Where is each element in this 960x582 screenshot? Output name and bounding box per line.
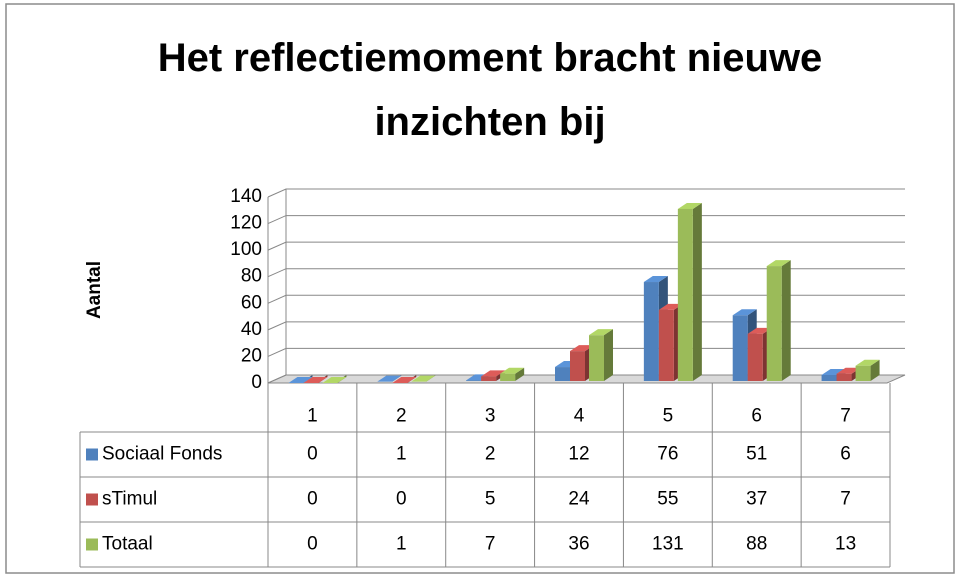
table-cell: 37: [746, 489, 767, 510]
table-cell: 76: [657, 444, 678, 465]
legend-label: sTimul: [102, 489, 157, 510]
table-cell: 12: [568, 444, 589, 465]
bar-top: [288, 377, 313, 383]
bar-top: [821, 369, 846, 376]
bar-top: [677, 202, 702, 209]
bar-front: [747, 333, 763, 381]
y-tick-label: 20: [241, 345, 262, 366]
bar-front: [821, 375, 837, 381]
y-tick-label: 140: [230, 186, 262, 207]
table-cell: 7: [840, 489, 851, 510]
bar-top: [481, 370, 506, 377]
y-tick-label: 120: [230, 213, 262, 234]
bar-top: [570, 345, 594, 352]
bar: [677, 202, 702, 381]
y-tick-label: 40: [241, 319, 262, 340]
bar-top: [589, 329, 613, 336]
bar-top: [658, 303, 683, 310]
bar-front: [677, 208, 693, 381]
grid-line: [267, 188, 905, 198]
table-cell: 0: [307, 444, 318, 465]
bar: [377, 375, 402, 382]
bar-top: [732, 309, 757, 316]
table-cell: 24: [568, 489, 590, 510]
legend-label: Totaal: [102, 534, 153, 555]
bar: [288, 375, 313, 383]
x-tick-label: 4: [574, 406, 585, 427]
bar-front: [589, 335, 604, 381]
bar: [411, 375, 436, 382]
x-tick-label: 5: [663, 406, 674, 427]
bar-top: [377, 375, 402, 382]
bar: [322, 375, 347, 383]
bar-front: [732, 315, 748, 381]
legend-swatch: [86, 538, 98, 551]
bar-top: [322, 377, 347, 383]
table-cell: 51: [746, 444, 767, 465]
bar-top: [643, 276, 668, 283]
bar-side: [515, 367, 525, 381]
legend-swatch: [86, 448, 98, 461]
table-cell: 131: [652, 534, 684, 555]
bar-top: [766, 260, 791, 267]
bar-top: [855, 359, 880, 366]
y-tick-label: 0: [251, 372, 262, 393]
x-tick-label: 2: [396, 406, 407, 427]
bar: [500, 367, 525, 381]
y-tick-label: 100: [230, 239, 262, 260]
bar: [303, 375, 328, 383]
table-cell: 0: [307, 489, 318, 510]
x-tick-label: 7: [840, 406, 851, 427]
bar-front: [555, 367, 570, 381]
table-cell: 36: [568, 534, 589, 555]
table-cell: 5: [485, 489, 496, 510]
bar-top: [411, 375, 436, 382]
table-cell: 7: [485, 534, 496, 555]
table-cell: 0: [307, 534, 318, 555]
table-cell: 6: [840, 444, 851, 465]
chart-border: [5, 3, 955, 574]
y-tick-label: 60: [241, 292, 262, 313]
bar: [392, 375, 417, 383]
bar-front: [766, 266, 782, 381]
bar-front: [643, 282, 659, 381]
table-cell: 1: [396, 534, 407, 555]
bar: [766, 260, 791, 381]
x-tick-label: 1: [307, 406, 318, 427]
table-cell: 2: [485, 444, 496, 465]
bar-front: [855, 365, 871, 381]
bar-top: [747, 327, 772, 334]
bar: [855, 359, 880, 381]
table-cell: 1: [396, 444, 407, 465]
legend-label: Sociaal Fonds: [102, 444, 222, 465]
table-cell: 88: [746, 534, 767, 555]
bar-front: [658, 309, 674, 381]
bar-front: [466, 380, 482, 381]
table-cell: 55: [657, 489, 678, 510]
bar-side: [604, 329, 613, 381]
x-tick-label: 3: [485, 406, 496, 427]
bar-top: [500, 367, 525, 374]
bar-front: [500, 373, 516, 381]
chart-title: Het reflectiemoment bracht nieuwe inzicht…: [158, 36, 823, 144]
bar-front: [570, 351, 585, 381]
bar-side: [692, 202, 702, 381]
y-tick-label: 80: [241, 266, 262, 287]
bar-top: [303, 377, 328, 383]
table-cell: 0: [396, 489, 407, 510]
bar-top: [392, 377, 417, 383]
bar: [589, 329, 613, 381]
bar-top: [836, 367, 861, 374]
bar-side: [781, 260, 791, 381]
bar-side: [870, 359, 880, 381]
legend-swatch: [86, 493, 98, 506]
x-tick-label: 6: [751, 406, 762, 427]
y-axis-label: Aantal: [84, 261, 105, 319]
bar-front: [836, 373, 852, 381]
table-cell: 13: [835, 534, 856, 555]
bar-front: [481, 376, 497, 381]
